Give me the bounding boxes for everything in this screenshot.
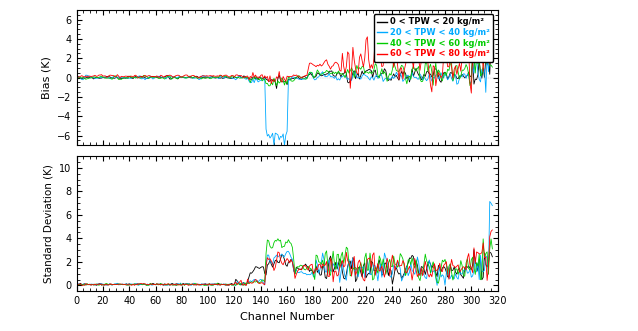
Y-axis label: Standard Deviation (K): Standard Deviation (K) <box>44 164 54 283</box>
Legend: 0 < TPW < 20 kg/m², 20 < TPW < 40 kg/m², 40 < TPW < 60 kg/m², 60 < TPW < 80 kg/m: 0 < TPW < 20 kg/m², 20 < TPW < 40 kg/m²,… <box>374 14 493 62</box>
X-axis label: Channel Number: Channel Number <box>240 312 334 322</box>
Y-axis label: Bias (K): Bias (K) <box>41 56 52 99</box>
